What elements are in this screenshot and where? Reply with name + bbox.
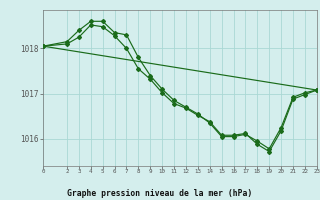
Text: Graphe pression niveau de la mer (hPa): Graphe pression niveau de la mer (hPa)	[68, 189, 252, 198]
